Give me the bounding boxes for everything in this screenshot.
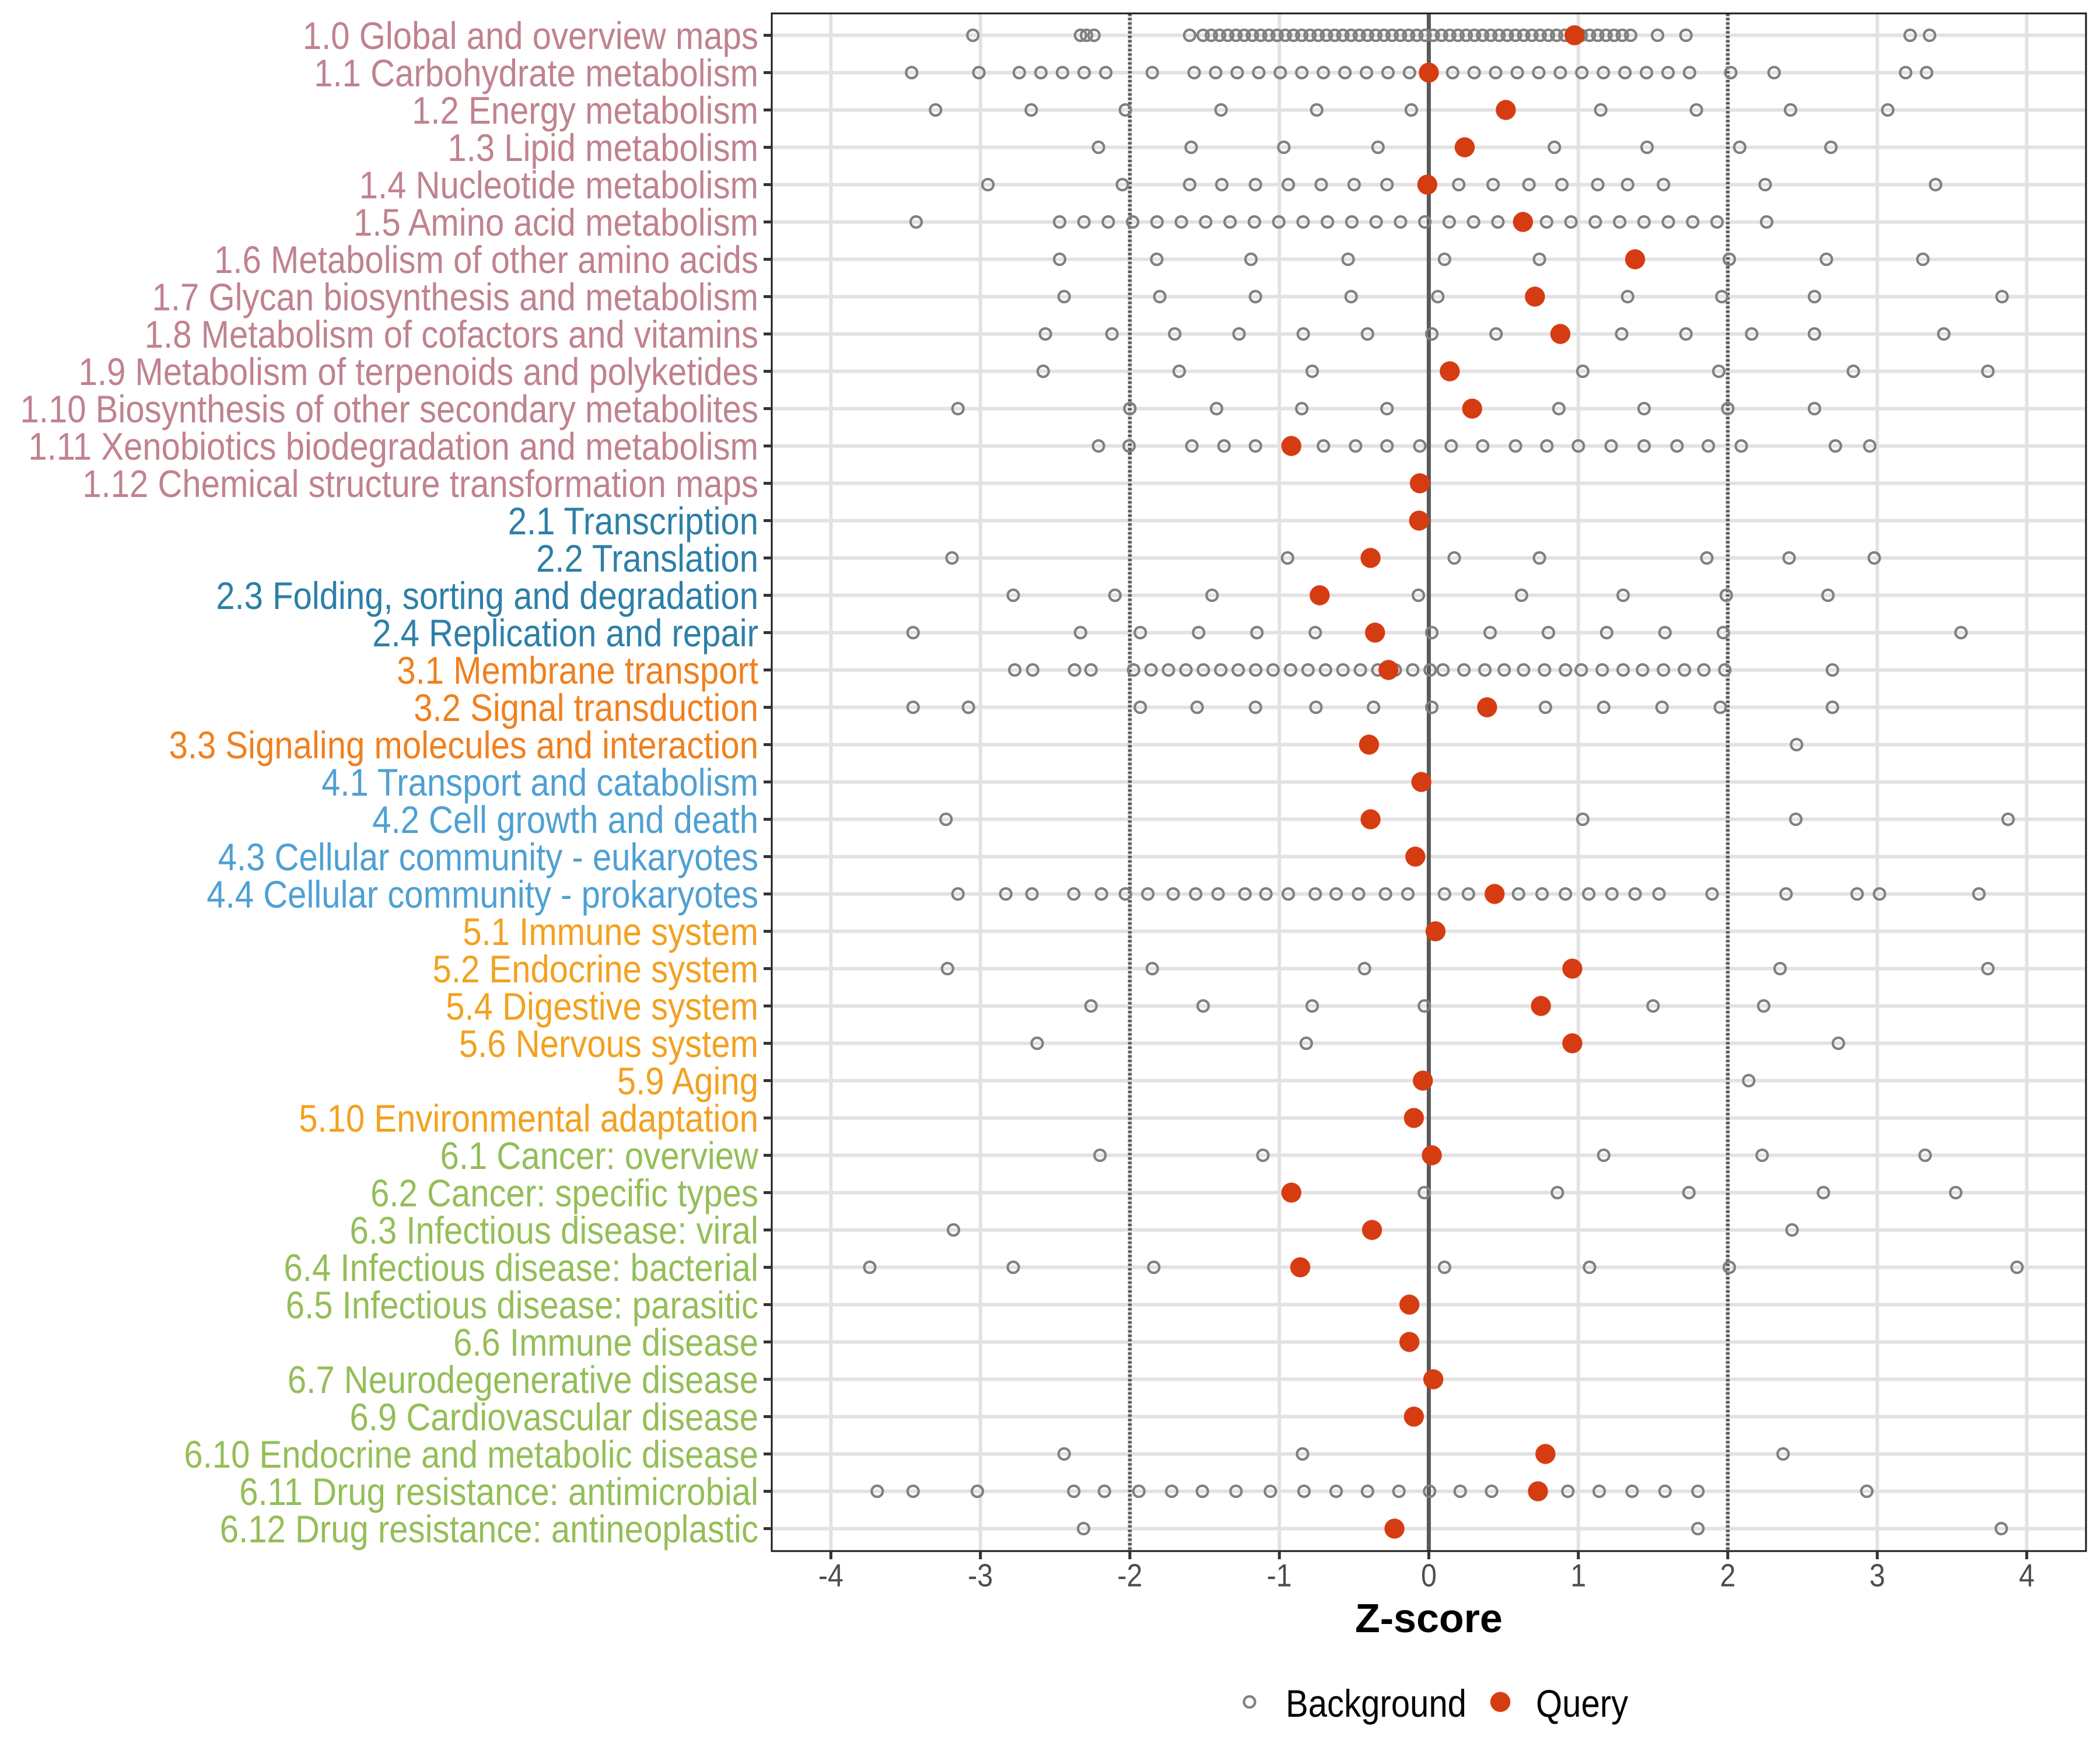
svg-text:1.1 Carbohydrate metabolism: 1.1 Carbohydrate metabolism bbox=[314, 52, 758, 95]
svg-text:Background: Background bbox=[1286, 1683, 1466, 1726]
svg-text:6.1 Cancer: overview: 6.1 Cancer: overview bbox=[440, 1135, 760, 1178]
svg-text:2: 2 bbox=[1720, 1558, 1735, 1594]
svg-text:1.5 Amino acid metabolism: 1.5 Amino acid metabolism bbox=[354, 202, 758, 244]
svg-text:Z-score: Z-score bbox=[1355, 1595, 1503, 1641]
svg-text:5.10 Environmental adaptation: 5.10 Environmental adaptation bbox=[299, 1098, 758, 1140]
svg-text:1.7 Glycan biosynthesis and me: 1.7 Glycan biosynthesis and metabolism bbox=[152, 276, 758, 319]
svg-text:6.2 Cancer: specific types: 6.2 Cancer: specific types bbox=[370, 1172, 758, 1215]
svg-text:6.9 Cardiovascular disease: 6.9 Cardiovascular disease bbox=[350, 1396, 758, 1439]
svg-text:3: 3 bbox=[1870, 1558, 1885, 1594]
svg-text:6.5 Infectious disease: parasi: 6.5 Infectious disease: parasitic bbox=[286, 1284, 758, 1327]
svg-text:1.6 Metabolism of other amino: 1.6 Metabolism of other amino acids bbox=[214, 239, 758, 282]
svg-text:6.11 Drug resistance: antimicr: 6.11 Drug resistance: antimicrobial bbox=[239, 1471, 758, 1514]
svg-text:5.9 Aging: 5.9 Aging bbox=[617, 1060, 758, 1103]
svg-text:-3: -3 bbox=[968, 1558, 993, 1594]
svg-text:5.6 Nervous system: 5.6 Nervous system bbox=[459, 1023, 758, 1066]
svg-text:4.4 Cellular community - proka: 4.4 Cellular community - prokaryotes bbox=[206, 874, 758, 916]
svg-text:3.2 Signal transduction: 3.2 Signal transduction bbox=[414, 687, 758, 730]
svg-text:4.2 Cell growth and death: 4.2 Cell growth and death bbox=[372, 799, 758, 842]
svg-text:-1: -1 bbox=[1267, 1558, 1292, 1594]
svg-text:0: 0 bbox=[1421, 1558, 1437, 1594]
svg-text:6.12 Drug resistance: antineop: 6.12 Drug resistance: antineoplastic bbox=[220, 1508, 758, 1551]
svg-text:1.2 Energy metabolism: 1.2 Energy metabolism bbox=[412, 90, 758, 132]
svg-text:1.8 Metabolism of cofactors an: 1.8 Metabolism of cofactors and vitamins bbox=[145, 314, 758, 356]
svg-text:6.7 Neurodegenerative disease: 6.7 Neurodegenerative disease bbox=[288, 1359, 758, 1402]
svg-text:2.3 Folding, sorting and degra: 2.3 Folding, sorting and degradation bbox=[216, 575, 758, 618]
svg-text:3.3 Signaling molecules and in: 3.3 Signaling molecules and interaction bbox=[169, 724, 758, 767]
svg-text:1.11 Xenobiotics biodegradatio: 1.11 Xenobiotics biodegradation and meta… bbox=[29, 426, 758, 468]
svg-text:1.9 Metabolism of terpenoids a: 1.9 Metabolism of terpenoids and polyket… bbox=[79, 351, 758, 394]
svg-text:1: 1 bbox=[1570, 1558, 1586, 1594]
svg-text:2.2 Translation: 2.2 Translation bbox=[536, 538, 758, 580]
svg-text:4: 4 bbox=[2019, 1558, 2035, 1594]
svg-text:2.1 Transcription: 2.1 Transcription bbox=[508, 501, 758, 543]
svg-text:3.1 Membrane transport: 3.1 Membrane transport bbox=[397, 650, 758, 692]
svg-text:-4: -4 bbox=[818, 1558, 844, 1594]
svg-text:1.0 Global and overview maps: 1.0 Global and overview maps bbox=[303, 15, 758, 58]
svg-text:1.10 Biosynthesis of other sec: 1.10 Biosynthesis of other secondary met… bbox=[20, 388, 758, 431]
svg-text:6.6 Immune disease: 6.6 Immune disease bbox=[453, 1322, 758, 1364]
svg-text:1.3 Lipid metabolism: 1.3 Lipid metabolism bbox=[447, 127, 758, 170]
svg-text:5.4 Digestive system: 5.4 Digestive system bbox=[446, 986, 758, 1028]
svg-text:1.4 Nucleotide metabolism: 1.4 Nucleotide metabolism bbox=[359, 164, 758, 207]
svg-text:6.10 Endocrine and metabolic d: 6.10 Endocrine and metabolic disease bbox=[184, 1434, 758, 1476]
svg-text:6.3 Infectious disease: viral: 6.3 Infectious disease: viral bbox=[350, 1210, 758, 1252]
svg-text:6.4 Infectious disease: bacter: 6.4 Infectious disease: bacterial bbox=[284, 1247, 758, 1290]
svg-text:4.3 Cellular community - eukar: 4.3 Cellular community - eukaryotes bbox=[218, 836, 758, 879]
svg-text:2.4 Replication and repair: 2.4 Replication and repair bbox=[372, 612, 758, 655]
svg-text:-2: -2 bbox=[1117, 1558, 1142, 1594]
svg-text:Query: Query bbox=[1536, 1683, 1628, 1726]
svg-text:5.2 Endocrine system: 5.2 Endocrine system bbox=[433, 949, 758, 991]
svg-text:4.1 Transport and catabolism: 4.1 Transport and catabolism bbox=[321, 762, 758, 804]
svg-text:5.1 Immune system: 5.1 Immune system bbox=[463, 911, 758, 954]
svg-text:1.12 Chemical structure transf: 1.12 Chemical structure transformation m… bbox=[82, 463, 758, 506]
